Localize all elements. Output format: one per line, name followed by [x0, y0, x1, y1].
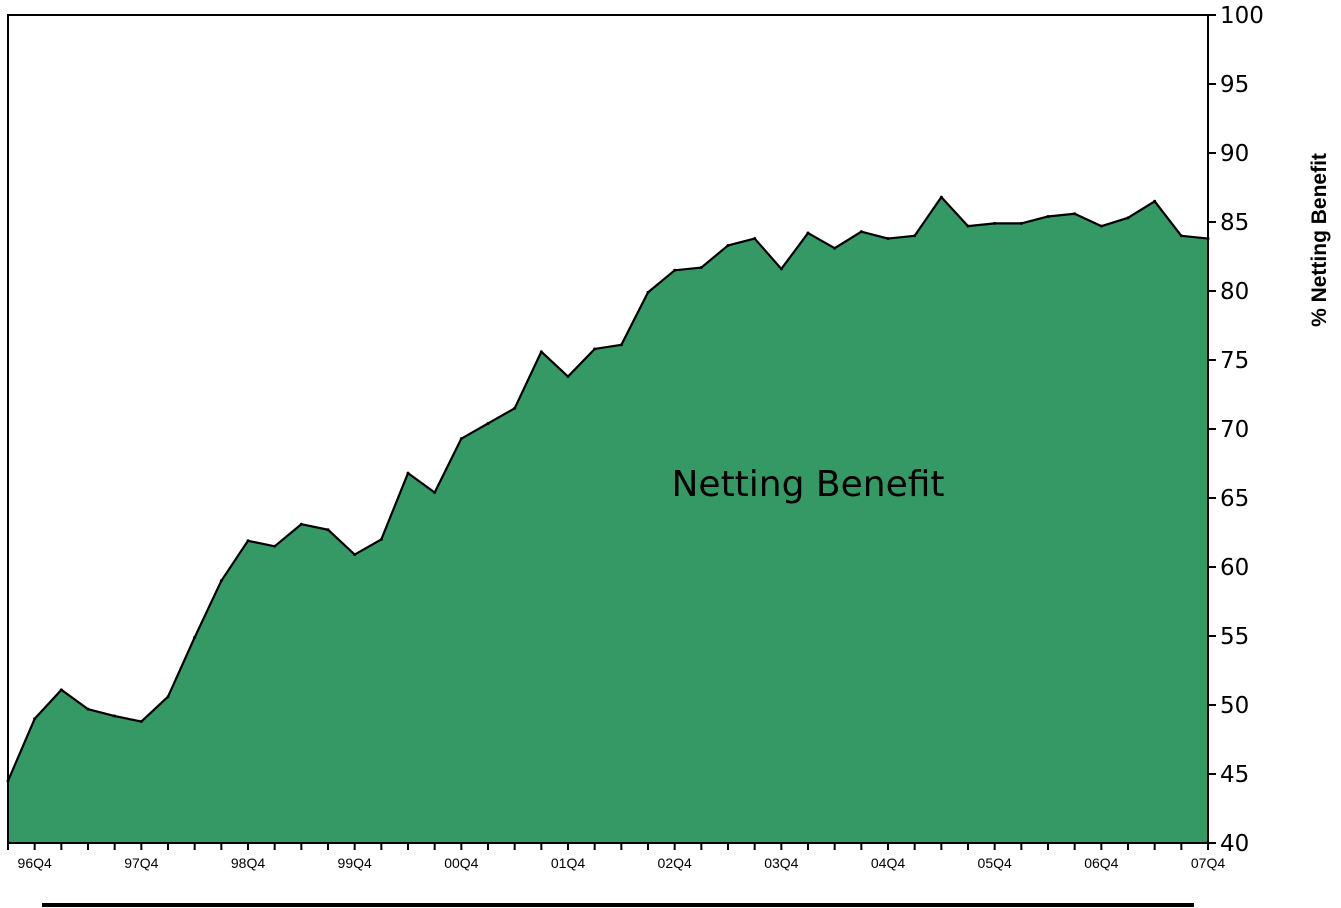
data-point-05Q3	[966, 224, 970, 228]
data-point-01Q4	[566, 375, 570, 379]
x-tick-label: 97Q4	[124, 855, 158, 871]
x-tick-label: 98Q4	[231, 855, 265, 871]
plot-area: 40 45 50 55 60 65 70 75 80 85 90 95 100 96Q4 97Q4 98Q4 9…	[6, 3, 1264, 871]
data-point-99Q4	[353, 553, 357, 557]
data-point-97Q4	[139, 720, 143, 724]
data-point-02Q3	[646, 290, 650, 294]
x-tick-label: 01Q4	[551, 855, 585, 871]
y-tick-label: 65	[1220, 486, 1249, 512]
data-point-04Q1	[806, 231, 810, 235]
y-tick-label: 45	[1220, 762, 1249, 788]
data-point-00Q3	[433, 490, 437, 494]
data-point-05Q1	[913, 234, 917, 238]
data-point-07Q2	[1153, 199, 1157, 203]
data-point-03Q1	[699, 266, 703, 270]
data-point-07Q1	[1126, 216, 1130, 220]
netting-benefit-line	[6, 196, 1209, 782]
x-tick-label: 06Q4	[1084, 855, 1118, 871]
y-tick-label: 60	[1220, 555, 1249, 581]
x-tick-label: 00Q4	[444, 855, 478, 871]
data-point-07Q3	[1179, 234, 1183, 238]
data-point-98Q2	[193, 635, 197, 639]
x-tick-label: 02Q4	[658, 855, 692, 871]
area-annotation: Netting Benefit	[671, 464, 944, 505]
data-point-99Q2	[299, 522, 303, 526]
netting-benefit-area	[8, 197, 1208, 843]
data-point-98Q4	[246, 539, 250, 543]
y-tick-label: 95	[1220, 72, 1249, 98]
data-point-03Q4	[779, 267, 783, 271]
data-point-00Q4	[459, 437, 463, 441]
data-point-00Q1	[379, 537, 383, 541]
data-point-06Q4	[1099, 224, 1103, 228]
data-point-04Q2	[833, 246, 837, 250]
data-point-01Q3	[539, 350, 543, 354]
x-tick-label: 99Q4	[338, 855, 372, 871]
data-point-99Q3	[326, 528, 330, 532]
y-tick-label: 85	[1220, 210, 1249, 236]
data-point-01Q1	[486, 421, 490, 425]
data-point-05Q2	[939, 195, 943, 199]
y-tick-label: 55	[1220, 624, 1249, 650]
y-tick-label: 50	[1220, 693, 1249, 719]
data-point-97Q3	[113, 714, 117, 718]
x-tick-label: 03Q4	[764, 855, 798, 871]
y-tick-label: 70	[1220, 417, 1249, 443]
data-point-04Q3	[859, 230, 863, 234]
data-point-96Q4	[33, 717, 37, 721]
data-point-02Q2	[619, 343, 623, 347]
x-tick-label: 04Q4	[871, 855, 905, 871]
data-point-06Q2	[1046, 214, 1050, 218]
data-point-98Q3	[219, 579, 223, 583]
y-tick-label: 40	[1220, 831, 1249, 857]
y-tick-label: 80	[1220, 279, 1249, 305]
data-point-04Q4	[886, 237, 890, 241]
data-point-97Q2	[86, 707, 90, 711]
data-point-06Q3	[1073, 212, 1077, 216]
y-tick-label: 75	[1220, 348, 1249, 374]
data-point-98Q1	[166, 695, 170, 699]
data-point-02Q4	[673, 268, 677, 272]
y-tick-label: 100	[1220, 3, 1264, 29]
data-point-01Q2	[513, 406, 517, 410]
data-point-06Q1	[1019, 221, 1023, 225]
y-tick-label: 90	[1220, 141, 1249, 167]
data-point-03Q2	[726, 243, 730, 247]
data-point-02Q1	[593, 347, 597, 351]
x-tick-label: 07Q4	[1191, 855, 1225, 871]
data-point-99Q1	[273, 544, 277, 548]
y-axis-label: % Netting Benefit	[1308, 153, 1331, 327]
data-point-05Q4	[993, 221, 997, 225]
data-point-03Q3	[753, 237, 757, 241]
x-tick-label: 05Q4	[978, 855, 1012, 871]
data-point-00Q2	[406, 471, 410, 475]
data-point-97Q1	[59, 688, 63, 692]
x-tick-label: 96Q4	[18, 855, 52, 871]
